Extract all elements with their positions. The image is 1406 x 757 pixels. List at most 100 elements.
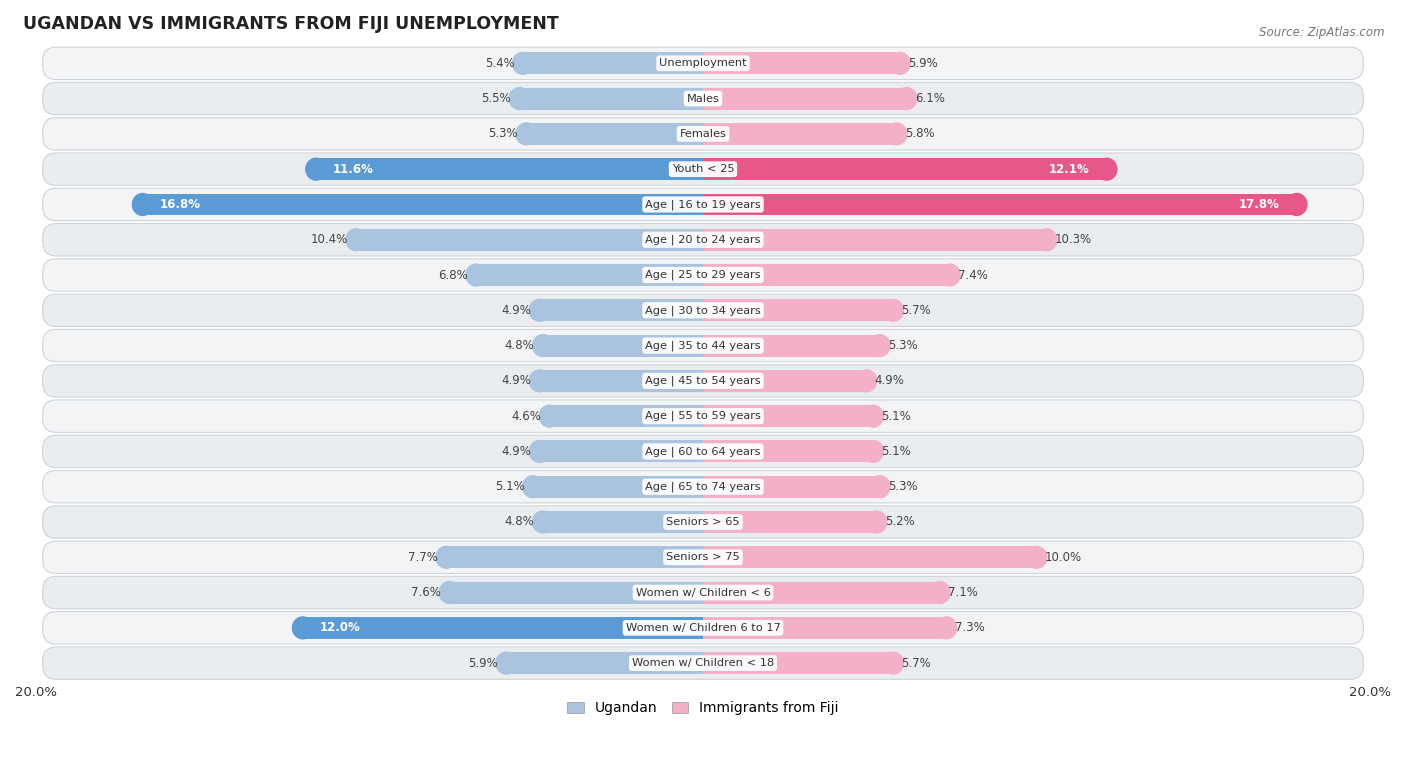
Circle shape — [523, 476, 543, 497]
Circle shape — [886, 123, 907, 145]
Text: 16.8%: 16.8% — [159, 198, 201, 211]
Circle shape — [533, 335, 553, 357]
Text: 5.7%: 5.7% — [901, 304, 931, 316]
Text: 5.1%: 5.1% — [495, 480, 524, 494]
Circle shape — [540, 405, 560, 427]
Text: Males: Males — [686, 94, 720, 104]
Text: 4.9%: 4.9% — [875, 375, 904, 388]
Text: Age | 16 to 19 years: Age | 16 to 19 years — [645, 199, 761, 210]
FancyBboxPatch shape — [42, 259, 1364, 291]
Text: 4.8%: 4.8% — [505, 516, 534, 528]
Bar — [703, 441, 873, 463]
Circle shape — [1026, 547, 1047, 569]
Circle shape — [1036, 229, 1057, 251]
Circle shape — [496, 653, 516, 674]
Text: 10.3%: 10.3% — [1054, 233, 1092, 246]
Text: 7.3%: 7.3% — [955, 621, 984, 634]
FancyBboxPatch shape — [42, 329, 1364, 362]
Bar — [703, 264, 950, 286]
Circle shape — [1097, 158, 1116, 180]
Circle shape — [863, 405, 883, 427]
Bar — [703, 511, 876, 533]
Bar — [703, 229, 1046, 251]
Circle shape — [346, 229, 367, 251]
Bar — [477, 264, 703, 286]
Text: 5.1%: 5.1% — [882, 445, 911, 458]
Text: 5.5%: 5.5% — [482, 92, 512, 105]
FancyBboxPatch shape — [42, 471, 1364, 503]
Circle shape — [936, 617, 957, 639]
Text: 12.1%: 12.1% — [1049, 163, 1090, 176]
Bar — [703, 123, 897, 145]
Bar — [450, 581, 703, 603]
Text: Unemployment: Unemployment — [659, 58, 747, 68]
Circle shape — [929, 581, 950, 603]
Circle shape — [866, 511, 887, 533]
Text: 7.1%: 7.1% — [948, 586, 979, 599]
Text: Seniors > 75: Seniors > 75 — [666, 553, 740, 562]
Text: 5.3%: 5.3% — [889, 480, 918, 494]
Text: Age | 60 to 64 years: Age | 60 to 64 years — [645, 446, 761, 456]
Bar — [540, 441, 703, 463]
FancyBboxPatch shape — [42, 294, 1364, 326]
FancyBboxPatch shape — [42, 647, 1364, 679]
Text: Age | 65 to 74 years: Age | 65 to 74 years — [645, 481, 761, 492]
Circle shape — [439, 581, 460, 603]
Bar — [703, 299, 893, 321]
Circle shape — [529, 299, 550, 321]
Text: Age | 35 to 44 years: Age | 35 to 44 years — [645, 341, 761, 350]
Bar — [703, 370, 866, 392]
FancyBboxPatch shape — [42, 506, 1364, 538]
Circle shape — [509, 88, 530, 110]
FancyBboxPatch shape — [42, 188, 1364, 221]
Circle shape — [436, 547, 457, 569]
Bar — [703, 653, 893, 674]
Text: 7.7%: 7.7% — [408, 551, 437, 564]
Circle shape — [939, 264, 960, 286]
Text: Women w/ Children 6 to 17: Women w/ Children 6 to 17 — [626, 623, 780, 633]
Text: 10.0%: 10.0% — [1045, 551, 1083, 564]
FancyBboxPatch shape — [42, 612, 1364, 644]
Circle shape — [132, 194, 153, 216]
Circle shape — [890, 52, 910, 74]
Text: 4.9%: 4.9% — [502, 304, 531, 316]
Text: 5.9%: 5.9% — [908, 57, 938, 70]
Bar — [703, 547, 1036, 569]
Text: Age | 45 to 54 years: Age | 45 to 54 years — [645, 375, 761, 386]
FancyBboxPatch shape — [42, 365, 1364, 397]
Circle shape — [292, 617, 314, 639]
Bar — [143, 194, 703, 216]
Text: 6.8%: 6.8% — [439, 269, 468, 282]
FancyBboxPatch shape — [42, 153, 1364, 185]
Text: Youth < 25: Youth < 25 — [672, 164, 734, 174]
Bar — [550, 405, 703, 427]
Bar — [703, 335, 880, 357]
Bar — [703, 405, 873, 427]
Circle shape — [863, 441, 883, 463]
Bar — [520, 88, 703, 110]
Text: 4.6%: 4.6% — [512, 410, 541, 422]
FancyBboxPatch shape — [42, 400, 1364, 432]
Circle shape — [529, 370, 550, 392]
Bar — [446, 547, 703, 569]
Bar — [540, 299, 703, 321]
Text: Seniors > 65: Seniors > 65 — [666, 517, 740, 527]
Text: Women w/ Children < 18: Women w/ Children < 18 — [631, 658, 775, 668]
Text: 4.8%: 4.8% — [505, 339, 534, 352]
Legend: Ugandan, Immigrants from Fiji: Ugandan, Immigrants from Fiji — [567, 701, 839, 715]
Circle shape — [883, 299, 904, 321]
FancyBboxPatch shape — [42, 435, 1364, 468]
Bar — [703, 581, 939, 603]
Circle shape — [869, 335, 890, 357]
FancyBboxPatch shape — [42, 541, 1364, 574]
Bar — [540, 370, 703, 392]
FancyBboxPatch shape — [42, 47, 1364, 79]
Bar — [703, 88, 907, 110]
Circle shape — [305, 158, 326, 180]
Bar — [703, 476, 880, 497]
Text: 6.1%: 6.1% — [915, 92, 945, 105]
Text: Age | 55 to 59 years: Age | 55 to 59 years — [645, 411, 761, 422]
Text: Age | 30 to 34 years: Age | 30 to 34 years — [645, 305, 761, 316]
Text: Women w/ Children < 6: Women w/ Children < 6 — [636, 587, 770, 597]
Text: 5.3%: 5.3% — [488, 127, 517, 140]
